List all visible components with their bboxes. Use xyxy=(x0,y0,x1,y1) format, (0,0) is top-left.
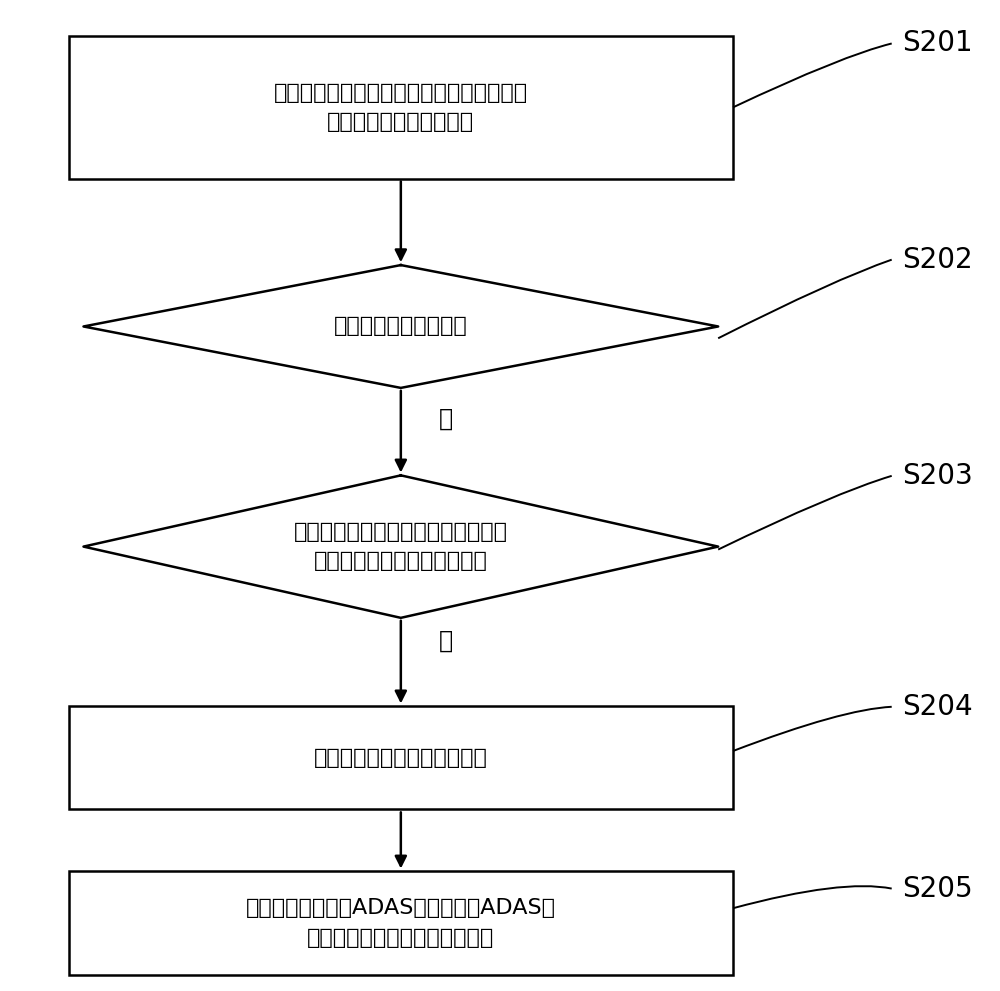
Text: S204: S204 xyxy=(902,693,972,720)
Text: 是: 是 xyxy=(438,629,453,653)
Text: 将判定结果发送至ADAS控制器，使ADAS控
制器基于判定结果输出报警信息: 将判定结果发送至ADAS控制器，使ADAS控 制器基于判定结果输出报警信息 xyxy=(246,898,556,947)
Polygon shape xyxy=(84,476,718,617)
Text: 判定驾驶员的手已离开方向盘: 判定驾驶员的手已离开方向盘 xyxy=(314,748,488,768)
Bar xyxy=(69,871,733,974)
Text: 在车辆行驶过程中，获取驾驶员手握方向盘
时产生的驾驶员手力矩值: 在车辆行驶过程中，获取驾驶员手握方向盘 时产生的驾驶员手力矩值 xyxy=(274,82,528,132)
Bar xyxy=(69,36,733,178)
Text: 驾驶员手力矩值小于手力矩阈值的持
续时间是否大于持续时间阈值: 驾驶员手力矩值小于手力矩阈值的持 续时间是否大于持续时间阈值 xyxy=(294,522,508,572)
Text: S202: S202 xyxy=(902,246,972,274)
Text: 对请求数据包验证通过: 对请求数据包验证通过 xyxy=(334,316,468,337)
Bar xyxy=(69,707,733,810)
Polygon shape xyxy=(84,265,718,387)
Text: 是: 是 xyxy=(438,407,453,431)
Text: S201: S201 xyxy=(902,30,972,57)
Text: S205: S205 xyxy=(902,875,972,903)
Text: S203: S203 xyxy=(902,462,972,490)
